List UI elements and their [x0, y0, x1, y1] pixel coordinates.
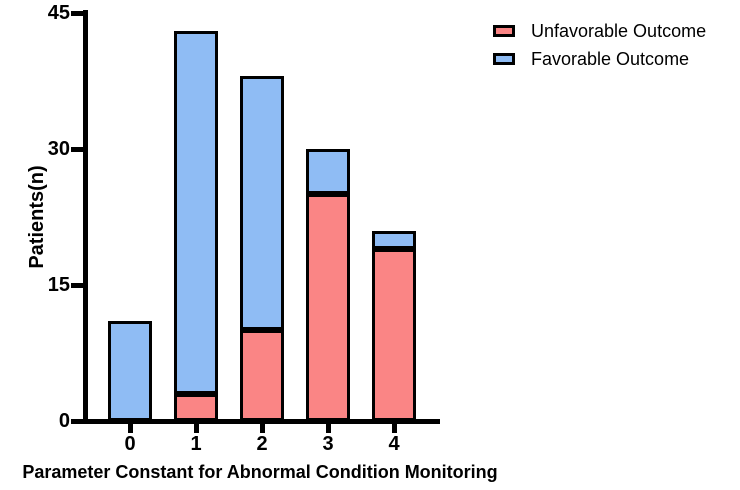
legend: Unfavorable Outcome Favorable Outcome [493, 17, 706, 73]
y-tick-mark [71, 146, 84, 152]
x-tick-mark [325, 424, 331, 433]
legend-item-unfavorable: Unfavorable Outcome [493, 17, 706, 45]
bar-segment-favorable [240, 76, 284, 331]
legend-swatch-unfavorable-icon [493, 25, 515, 37]
bar-segment-unfavorable [306, 194, 350, 421]
x-axis-line [83, 419, 440, 424]
y-axis-title: Patients(n) [26, 165, 48, 269]
x-tick-label: 3 [322, 433, 334, 455]
y-tick-label: 45 [47, 2, 70, 24]
y-tick-mark [71, 418, 84, 424]
bar-segment-favorable [108, 321, 152, 421]
legend-swatch-favorable-icon [493, 53, 515, 65]
bar-segment-favorable [372, 230, 416, 249]
x-tick-mark [127, 424, 133, 433]
bar-segment-favorable [174, 31, 218, 394]
bar-segment-unfavorable [240, 330, 284, 421]
legend-label-favorable: Favorable Outcome [531, 48, 690, 69]
bar-segment-unfavorable [372, 248, 416, 421]
x-tick-mark [259, 424, 265, 433]
y-tick-mark [71, 10, 84, 16]
x-tick-label: 2 [256, 433, 268, 455]
legend-label-unfavorable: Unfavorable Outcome [531, 20, 707, 41]
bar-segment-favorable [306, 149, 350, 195]
y-axis-line [83, 10, 88, 424]
y-tick-label: 0 [58, 410, 70, 432]
bar-segment-unfavorable [174, 393, 218, 421]
x-tick-mark [391, 424, 397, 433]
x-tick-mark [193, 424, 199, 433]
legend-item-favorable: Favorable Outcome [493, 45, 706, 73]
x-axis-title: Parameter Constant for Abnormal Conditio… [22, 462, 498, 482]
x-tick-label: 4 [388, 433, 400, 455]
y-tick-label: 30 [47, 138, 70, 160]
x-tick-label: 0 [124, 433, 136, 455]
y-tick-label: 15 [47, 274, 70, 296]
x-tick-label: 1 [190, 433, 202, 455]
y-tick-mark [71, 282, 84, 288]
